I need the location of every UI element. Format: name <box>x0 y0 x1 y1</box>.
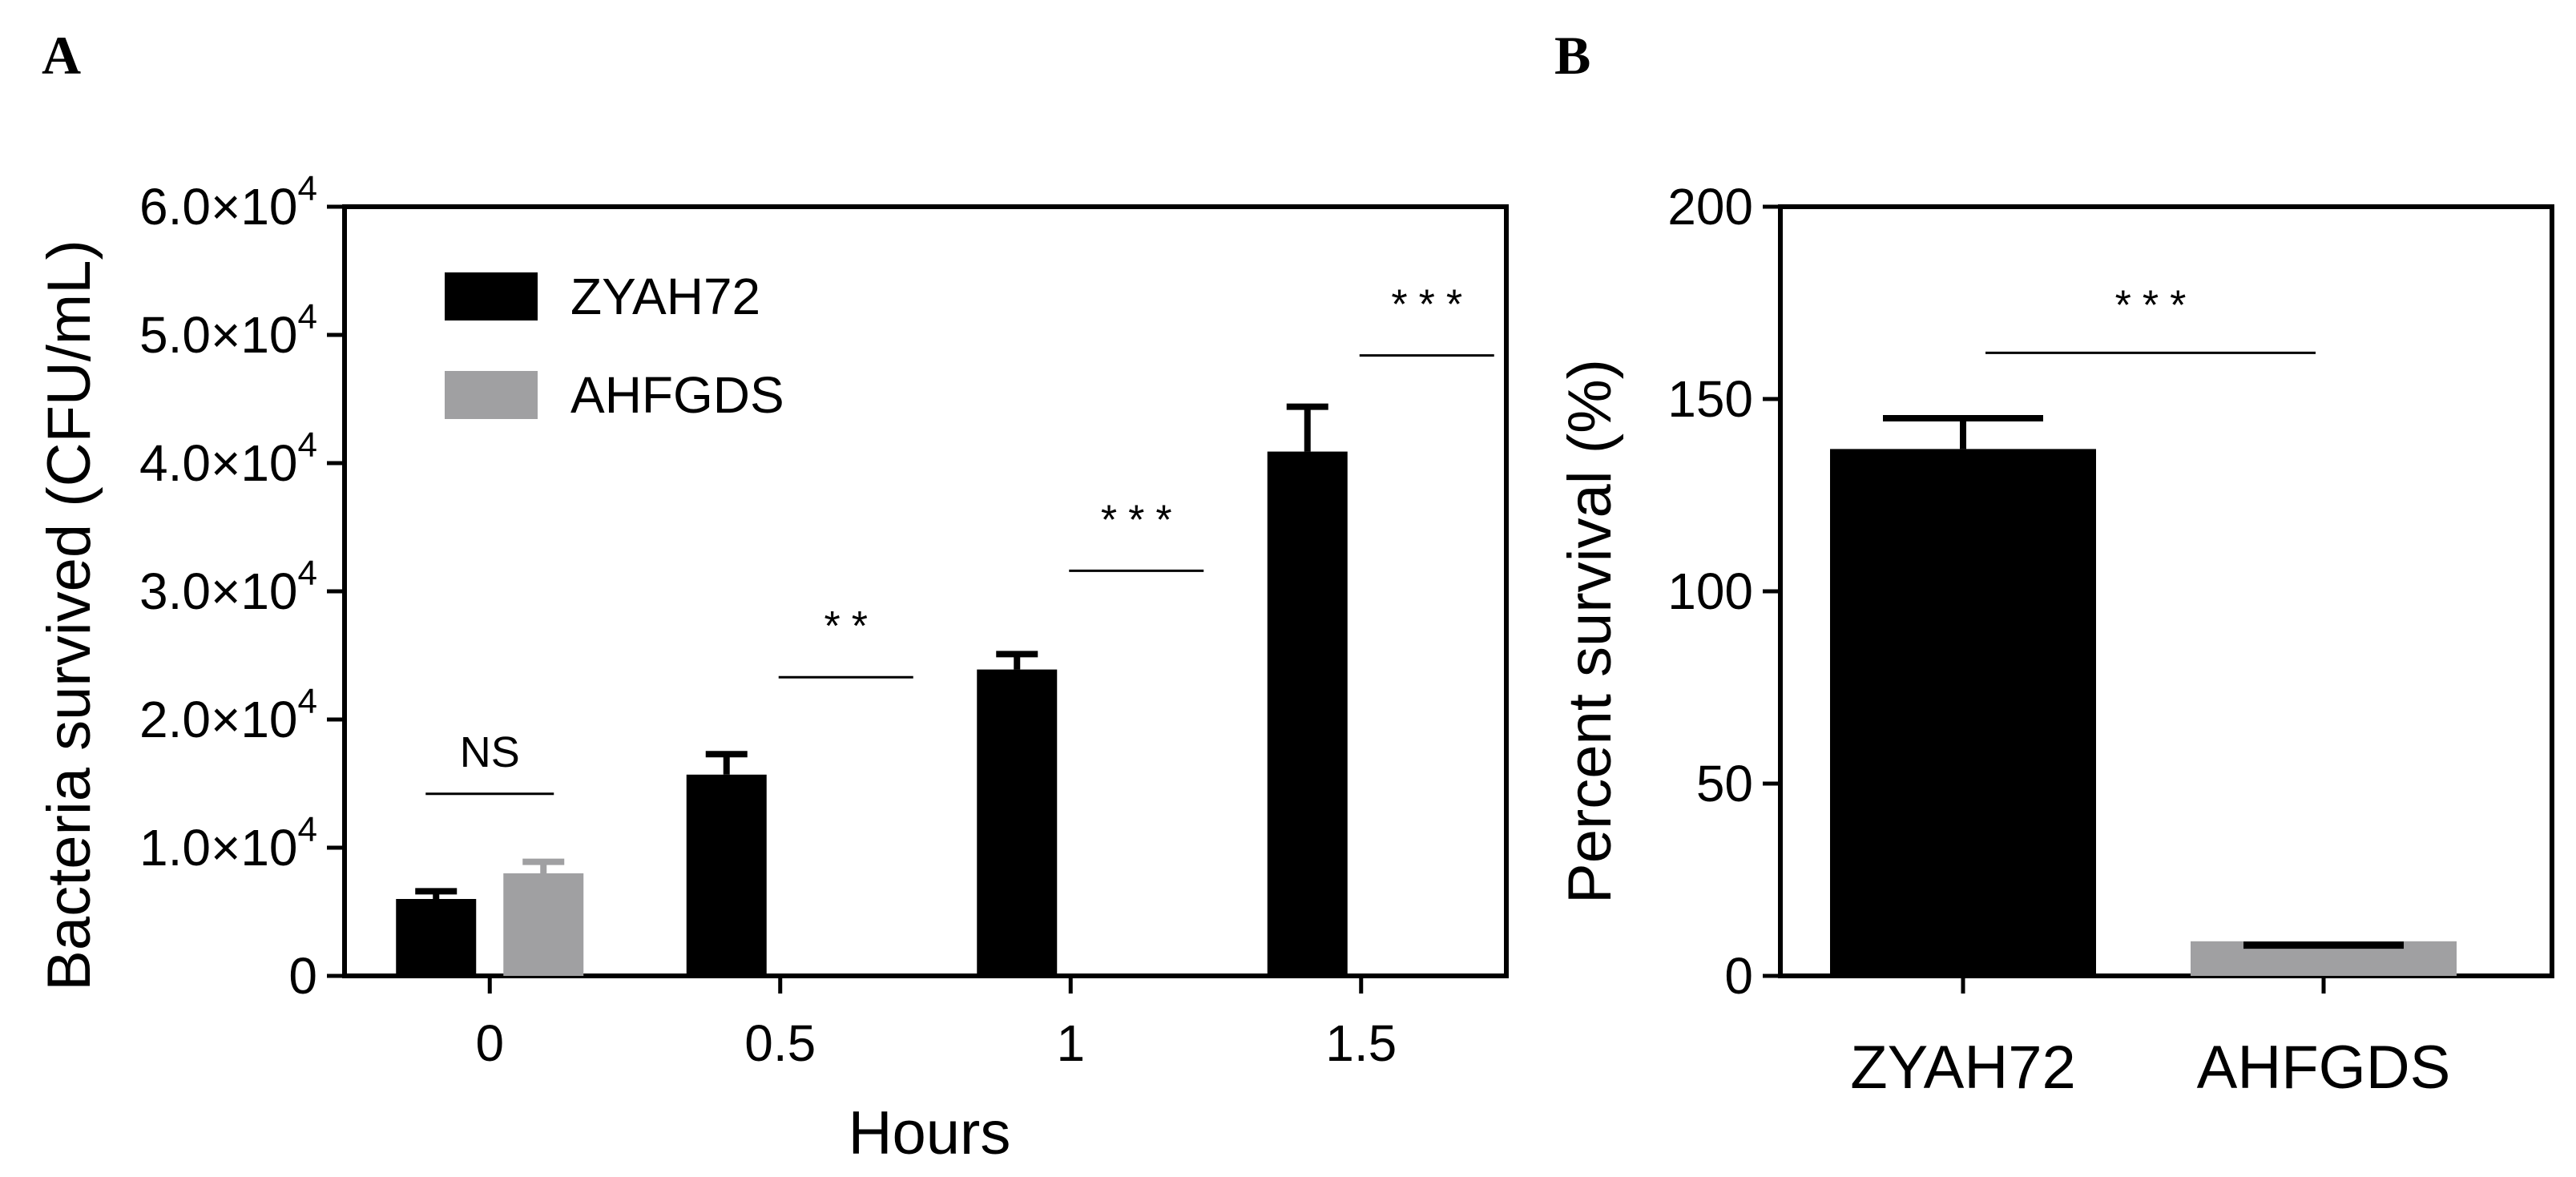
sig-label-a: NS <box>460 728 520 776</box>
sig-label-b: *** <box>2115 282 2198 329</box>
y-tick-mantissa: 2.0×10 <box>139 691 298 748</box>
bar-zyah72-0_5 <box>686 774 767 976</box>
panel-b-label: B <box>1554 25 1590 86</box>
bar-zyah72-1_5 <box>1267 451 1348 976</box>
y-tick-exponent: 4 <box>298 682 317 721</box>
y-tick-label-a: 3.0×104 <box>139 554 317 620</box>
x-tick-label-a: 1.5 <box>1325 1014 1397 1072</box>
y-tick-exponent: 4 <box>298 554 317 593</box>
y-tick-label-a: 6.0×104 <box>139 169 317 236</box>
y-tick-mantissa: 4.0×10 <box>139 434 298 492</box>
y-tick-exponent: 4 <box>298 297 317 337</box>
y-tick-label-a: 1.0×104 <box>139 810 317 877</box>
y-tick-label-b: 100 <box>1667 562 1753 620</box>
panel-a-label: A <box>42 25 81 86</box>
y-tick-label-a: 4.0×104 <box>139 425 317 492</box>
y-tick-mantissa: 3.0×10 <box>139 562 298 620</box>
y-tick-mantissa: 1.0×10 <box>139 819 298 877</box>
y-axis-title-a: Bacteria survived (CFU/mL) <box>35 240 103 991</box>
y-tick-label-b: 200 <box>1667 178 1753 236</box>
y-tick-label-b: 150 <box>1667 370 1753 428</box>
bar-zyah72-1 <box>977 669 1058 976</box>
y-tick-mantissa: 6.0×10 <box>139 178 298 236</box>
y-tick-label-a: 5.0×104 <box>139 297 317 364</box>
sig-label-a: *** <box>1101 497 1183 543</box>
sig-label-a: *** <box>1391 282 1473 329</box>
x-tick-label-b: AHFGDS <box>2197 1034 2451 1102</box>
bar-b-zyah72 <box>1830 449 2096 976</box>
legend-label-zyah72: ZYAH72 <box>570 268 760 325</box>
x-tick-label-a: 0.5 <box>744 1014 816 1072</box>
x-axis-title-a: Hours <box>849 1099 1011 1167</box>
y-tick-label-b: 50 <box>1696 755 1753 812</box>
y-tick-label-b: 0 <box>1724 947 1753 1005</box>
legend-label-ahfgds: AHFGDS <box>570 366 784 424</box>
y-tick-mantissa: 5.0×10 <box>139 306 298 364</box>
y-tick-mantissa: 0 <box>288 947 317 1005</box>
legend-swatch-ahfgds <box>445 371 538 419</box>
y-tick-label-a: 0 <box>288 947 317 1005</box>
legend-swatch-zyah72 <box>445 272 538 320</box>
x-tick-label-a: 1 <box>1056 1014 1085 1072</box>
bar-ahfgds-0 <box>503 873 584 976</box>
y-tick-exponent: 4 <box>298 810 317 849</box>
x-tick-label-a: 0 <box>475 1014 504 1072</box>
y-axis-title-b: Percent survival (%) <box>1556 359 1624 904</box>
y-tick-exponent: 4 <box>298 425 317 465</box>
y-tick-exponent: 4 <box>298 169 317 208</box>
bar-zyah72-0 <box>396 899 477 976</box>
y-tick-label-a: 2.0×104 <box>139 682 317 748</box>
chart-b: 0 50 100 150 200 ZYAH72 AHFGDS *** Percent survi… <box>1556 178 2554 1102</box>
x-tick-label-b: ZYAH72 <box>1850 1034 2076 1102</box>
sig-label-a: ** <box>824 603 879 650</box>
chart-a: 01.0×1042.0×1043.0×1044.0×1045.0×1046.0×… <box>35 169 1509 1167</box>
